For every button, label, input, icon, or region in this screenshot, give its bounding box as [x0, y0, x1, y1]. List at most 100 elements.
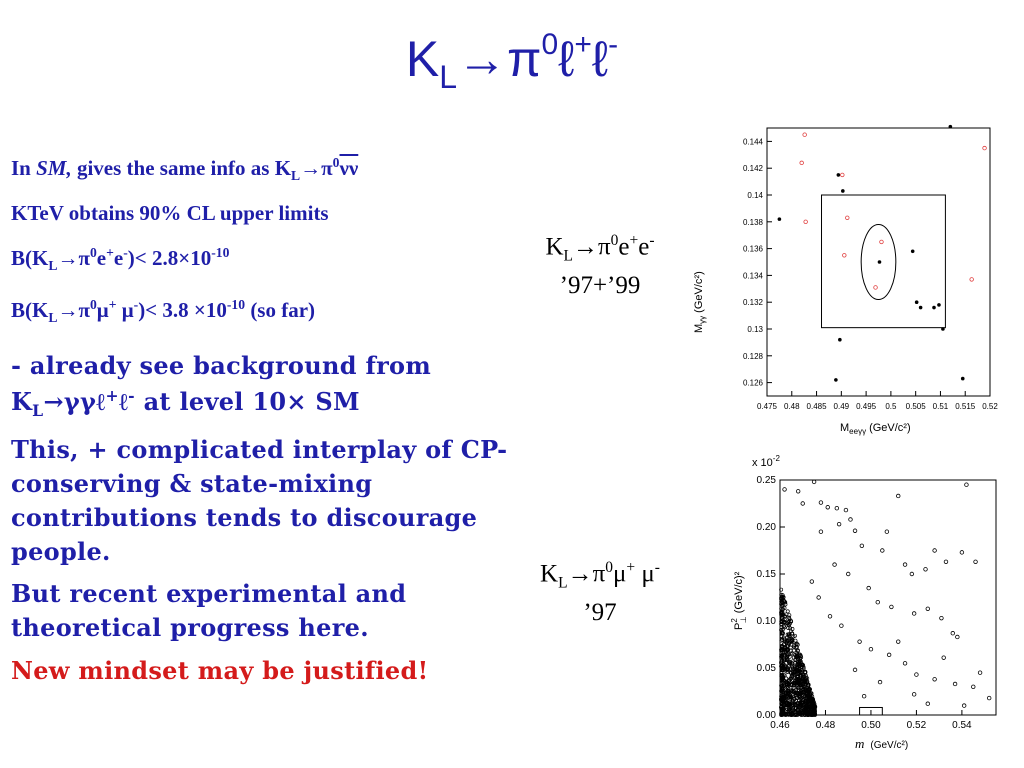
data-point	[779, 622, 784, 626]
data-point	[789, 631, 794, 636]
data-point	[794, 696, 799, 700]
x-tick-label: 0.5	[885, 402, 897, 411]
y-tick-label: 0.126	[743, 379, 764, 388]
data-point	[799, 709, 804, 714]
data-point	[780, 653, 785, 658]
data-point	[950, 631, 955, 636]
data-point	[877, 260, 882, 264]
y-tick-label: 0.10	[757, 616, 777, 627]
data-point	[852, 528, 858, 533]
x-tick-label: 0.49	[834, 402, 850, 411]
data-point	[799, 160, 804, 166]
data-point	[818, 529, 824, 534]
data-point	[784, 680, 789, 685]
data-point	[779, 660, 784, 665]
data-point	[789, 636, 794, 641]
data-point	[911, 611, 917, 616]
y-tick-label: 0.136	[743, 245, 764, 254]
data-point	[785, 609, 790, 614]
data-point	[857, 639, 862, 644]
text-new-mindset: New mindset may be justified!	[11, 656, 429, 686]
data-point	[955, 634, 960, 640]
data-point	[832, 562, 837, 567]
data-point	[918, 305, 923, 310]
x-tick-label: 0.50	[861, 720, 881, 731]
data-point	[834, 378, 838, 382]
data-point	[986, 695, 992, 701]
y-axis-label: Mγγ(GeV/c²)	[693, 271, 707, 333]
data-point	[910, 249, 915, 254]
data-point	[807, 696, 812, 701]
data-point	[971, 684, 976, 689]
data-point	[796, 665, 801, 669]
x-tick-label: 0.51	[933, 402, 949, 411]
data-point	[836, 521, 842, 527]
data-point	[811, 709, 816, 714]
data-point	[787, 613, 792, 618]
mumu-scatter-plot: 0.46 0.48 0.50 0.52 0.54 0.00 0.05 0.10 0.15 0.20…	[730, 454, 997, 751]
data-point	[839, 623, 844, 628]
data-point	[801, 696, 806, 701]
data-point	[842, 253, 847, 258]
data-point	[806, 687, 811, 692]
data-point	[780, 607, 785, 612]
data-point	[960, 376, 965, 381]
data-point	[792, 709, 797, 714]
data-point	[788, 651, 793, 656]
text-progress: But recent experimental and theoretical …	[11, 579, 407, 643]
data-point	[784, 703, 789, 708]
data-point	[911, 692, 917, 697]
data-point	[786, 615, 791, 620]
data-point	[932, 305, 936, 310]
data-point	[802, 132, 807, 137]
data-point	[784, 656, 789, 661]
x-tick-label: 0.485	[807, 402, 828, 411]
plot-frame	[779, 479, 997, 716]
y-tick-label: 0.138	[743, 218, 764, 227]
data-point	[816, 595, 821, 600]
multiplier-label: x 10-2	[752, 454, 780, 469]
data-point	[810, 699, 815, 704]
data-point	[782, 694, 787, 699]
data-point	[788, 710, 793, 715]
data-point	[781, 674, 785, 679]
data-point	[785, 682, 790, 687]
y-tick-label: 0.15	[757, 569, 777, 580]
data-point	[786, 691, 791, 695]
data-point	[961, 703, 967, 708]
data-point	[846, 571, 851, 577]
data-point	[779, 698, 784, 703]
data-point	[780, 595, 784, 599]
ee-scatter-plot: 0.475 0.48 0.485 0.49 0.495 0.5 0.505 0.51 0.515…	[693, 124, 998, 436]
data-point	[932, 548, 937, 553]
data-point	[803, 686, 808, 691]
data-point	[866, 585, 871, 591]
data-point	[780, 655, 785, 660]
data-point	[948, 124, 953, 129]
text-sm-info: In SM, gives the same info as KL→π0νν	[11, 155, 359, 184]
data-point	[818, 500, 824, 505]
y-tick-label: 0.134	[743, 271, 764, 280]
data-point	[937, 303, 941, 307]
data-point	[798, 703, 803, 707]
data-point	[834, 506, 840, 511]
slide-body: In SM, gives the same info as KL→π0νν KT…	[11, 150, 521, 688]
data-point	[786, 632, 791, 637]
data-point	[796, 680, 801, 685]
text-ktev-limits: KTeV obtains 90% CL upper limits	[11, 201, 329, 226]
data-point	[800, 711, 805, 716]
x-axis-label: m (GeV/c²)	[855, 736, 908, 751]
data-point	[827, 614, 833, 619]
data-point	[838, 337, 842, 342]
data-point	[896, 639, 901, 644]
data-point	[791, 666, 796, 671]
data-point	[779, 602, 784, 607]
y-tick-label: 0.142	[743, 164, 764, 173]
text-mumu-limit: B(KL→π0μ+ μ-)< 3.8 ×10-10 (so far)	[11, 297, 316, 326]
data-point	[964, 482, 969, 487]
data-point	[784, 647, 789, 652]
data-point	[880, 548, 885, 553]
data-point	[868, 646, 874, 652]
data-point	[939, 615, 944, 621]
signal-box	[821, 194, 946, 329]
